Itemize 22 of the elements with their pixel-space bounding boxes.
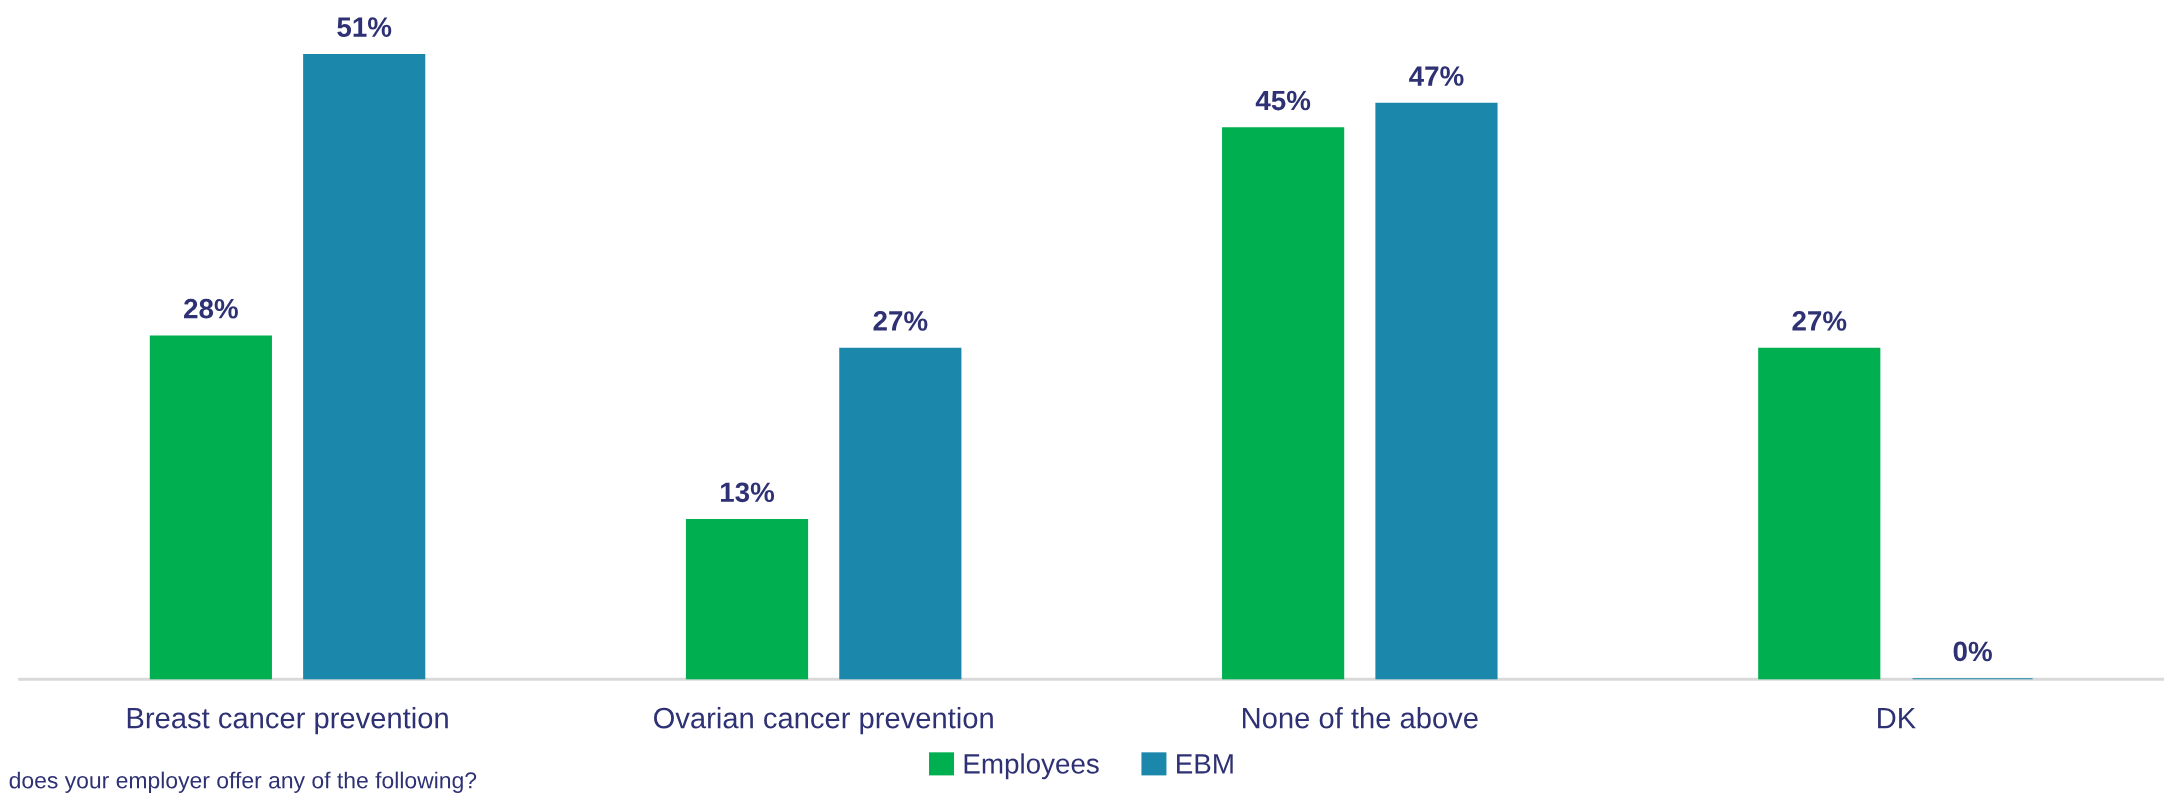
x-tick-label: None of the above — [1243, 707, 1478, 729]
data-label: 0% — [1953, 641, 1992, 662]
data-label: 47% — [1409, 66, 1464, 86]
data-label: 27% — [1792, 311, 1847, 331]
bar — [1758, 347, 1881, 680]
x-tick-label: Breast cancer prevention — [127, 707, 448, 735]
legend-label: EBM — [1177, 754, 1233, 774]
data-label: 45% — [1255, 90, 1311, 111]
bar — [685, 519, 809, 680]
data-label: 27% — [873, 311, 928, 331]
data-label: 28% — [184, 298, 238, 319]
legend-label: Employees — [964, 753, 1099, 780]
bar — [303, 53, 426, 680]
bar — [1375, 102, 1498, 680]
data-label: 51% — [337, 17, 392, 37]
x-tick-label: Ovarian cancer prevention — [654, 707, 993, 735]
text: does your employer offer any of the following? — [9, 771, 477, 793]
data-label: 13% — [720, 482, 775, 503]
bar — [1222, 127, 1345, 680]
bar — [839, 347, 962, 680]
bar — [149, 335, 272, 680]
x-tick-label: DK — [1878, 708, 1916, 729]
